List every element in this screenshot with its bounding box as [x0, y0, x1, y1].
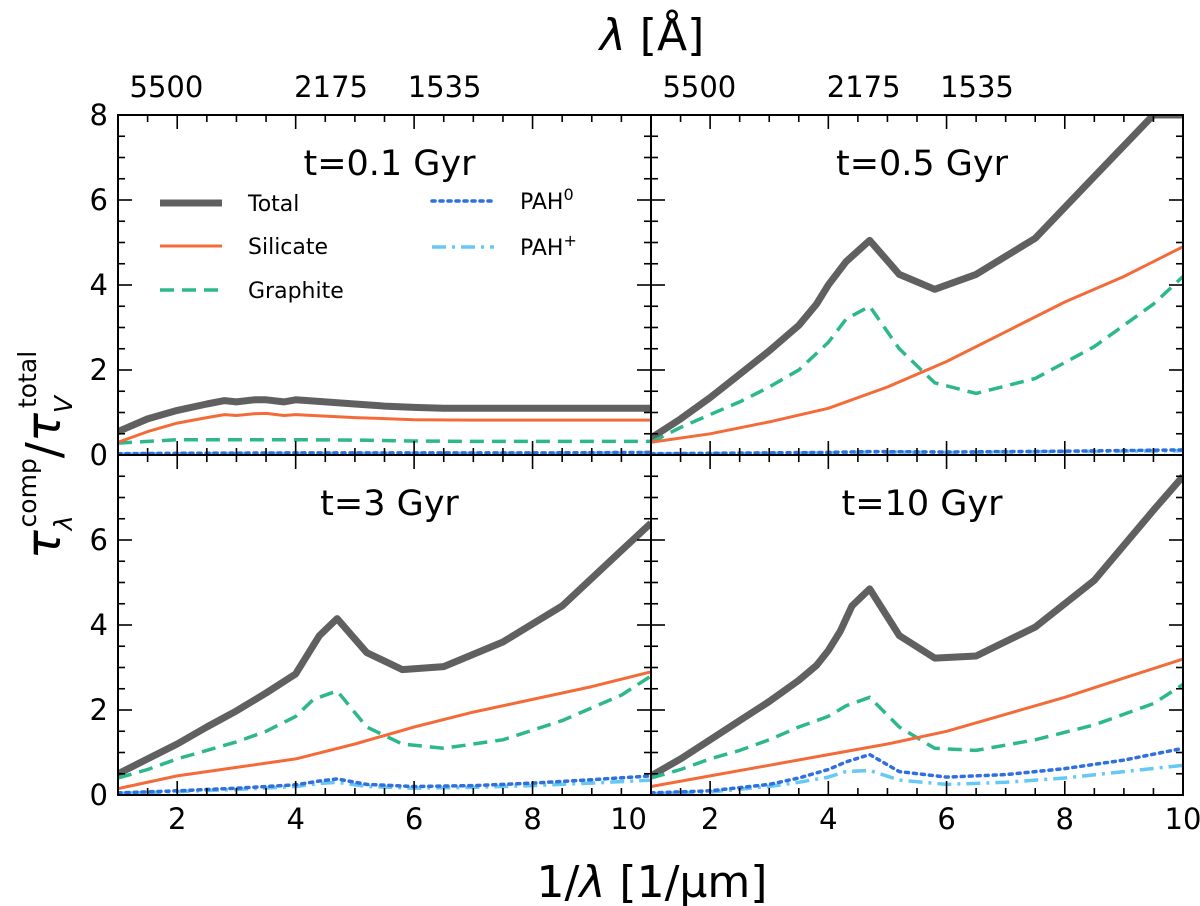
x-axis-title-unit: [1/µm]	[619, 857, 767, 906]
series-silicate-line	[118, 411, 651, 444]
series-total-line	[651, 115, 1183, 441]
series-graphite-line	[118, 437, 651, 445]
legend-silicate-label: Silicate	[248, 235, 328, 260]
panel-title: t=10 Gyr	[842, 484, 1004, 524]
y-tick-label: 0	[90, 438, 108, 472]
x-axis-title-prefix: 1/	[537, 857, 580, 906]
y-tick-label: 4	[90, 268, 108, 302]
svg-text:τλcomp/τVtotal: τλcomp/τVtotal	[13, 351, 78, 559]
legend-pahp-sup: +	[563, 231, 576, 250]
y-title-den-sup: total	[13, 351, 42, 408]
top-tick-label: 2175	[827, 70, 901, 104]
panels: t=0.1 Gyr 0 2 4 6 8 5500 2175 1535 Total Silicate G…	[90, 70, 1200, 836]
panel-4: t=10 Gyr 2 4 6 8 10	[650, 454, 1200, 836]
x-tick-label: 10	[610, 802, 647, 836]
y-title-num-symbol: τ	[16, 529, 72, 559]
x-tick-label: 8	[523, 802, 541, 836]
series-pahp-line	[651, 763, 1183, 795]
y-title-den-sub: V	[49, 394, 78, 413]
y-title-num-sub: λ	[49, 515, 78, 532]
panel-2: t=0.5 Gyr 5500 2175 1535	[650, 70, 1184, 456]
y-tick-label: 4	[90, 608, 108, 642]
top-axis-title-unit: [Å]	[640, 8, 704, 61]
top-tick-label: 5500	[130, 70, 204, 104]
x-tick-label: 10	[1165, 802, 1200, 836]
y-tick-label: 8	[90, 98, 108, 132]
legend-graphite-label: Graphite	[248, 279, 344, 304]
series-total-line	[118, 520, 651, 777]
series-graphite-line	[118, 674, 651, 780]
series-total-line	[651, 474, 1183, 779]
series-silicate-line	[118, 670, 651, 791]
top-tick-label: 1535	[408, 70, 482, 104]
series-pah0-line	[651, 746, 1183, 795]
panel-1: t=0.1 Gyr 0 2 4 6 8 5500 2175 1535 Total Silicate G…	[90, 70, 652, 472]
x-axis-title: 1/λ [1/µm]	[537, 857, 768, 906]
x-tick-label: 8	[1056, 802, 1074, 836]
y-title-slash: /	[16, 441, 72, 458]
series-graphite-line	[651, 683, 1183, 780]
series-silicate-line	[651, 657, 1183, 788]
x-tick-label: 4	[819, 802, 837, 836]
panel-frame	[650, 454, 1184, 796]
series-pah0-line	[118, 774, 651, 795]
x-tick-label: 6	[937, 802, 955, 836]
top-tick-label: 5500	[662, 70, 736, 104]
series-pah0-line	[118, 450, 651, 455]
panel-title: t=3 Gyr	[320, 484, 459, 524]
panel-title: t=0.5 Gyr	[836, 144, 1009, 184]
top-axis-title-symbol: λ	[598, 10, 626, 61]
panel-title: t=0.1 Gyr	[303, 144, 476, 184]
top-axis-title: λ [Å]	[598, 8, 704, 61]
series-silicate-line	[651, 245, 1183, 444]
y-tick-label: 6	[90, 183, 108, 217]
y-title-den-symbol: τ	[16, 412, 72, 442]
y-tick-label: 2	[90, 693, 108, 727]
top-tick-label: 2175	[294, 70, 368, 104]
y-tick-label: 2	[90, 353, 108, 387]
y-tick-label: 0	[90, 778, 108, 812]
y-axis-title: τλcomp/τVtotal	[13, 351, 78, 559]
legend-total-label: Total	[247, 192, 299, 217]
series-total-line	[118, 396, 651, 435]
x-tick-label: 4	[286, 802, 304, 836]
y-tick-label: 6	[90, 523, 108, 557]
top-tick-label: 1535	[940, 70, 1014, 104]
x-tick-label: 2	[168, 802, 186, 836]
series-graphite-line	[651, 275, 1183, 444]
legend-pah0-label: PAH0	[520, 185, 574, 215]
panel-3: t=3 Gyr 0 2 4 6 2 4 6 8 10	[90, 454, 652, 836]
legend-pah0-sup: 0	[563, 185, 573, 204]
x-tick-label: 2	[701, 802, 719, 836]
legend: Total Silicate Graphite PAH0 PAH+	[160, 185, 577, 304]
series-pahp-line	[118, 778, 651, 795]
x-axis-title-symbol: λ	[577, 857, 605, 906]
legend-pahp-label: PAH+	[520, 231, 577, 261]
y-title-num-sup: comp	[13, 458, 42, 527]
x-tick-label: 6	[405, 802, 423, 836]
